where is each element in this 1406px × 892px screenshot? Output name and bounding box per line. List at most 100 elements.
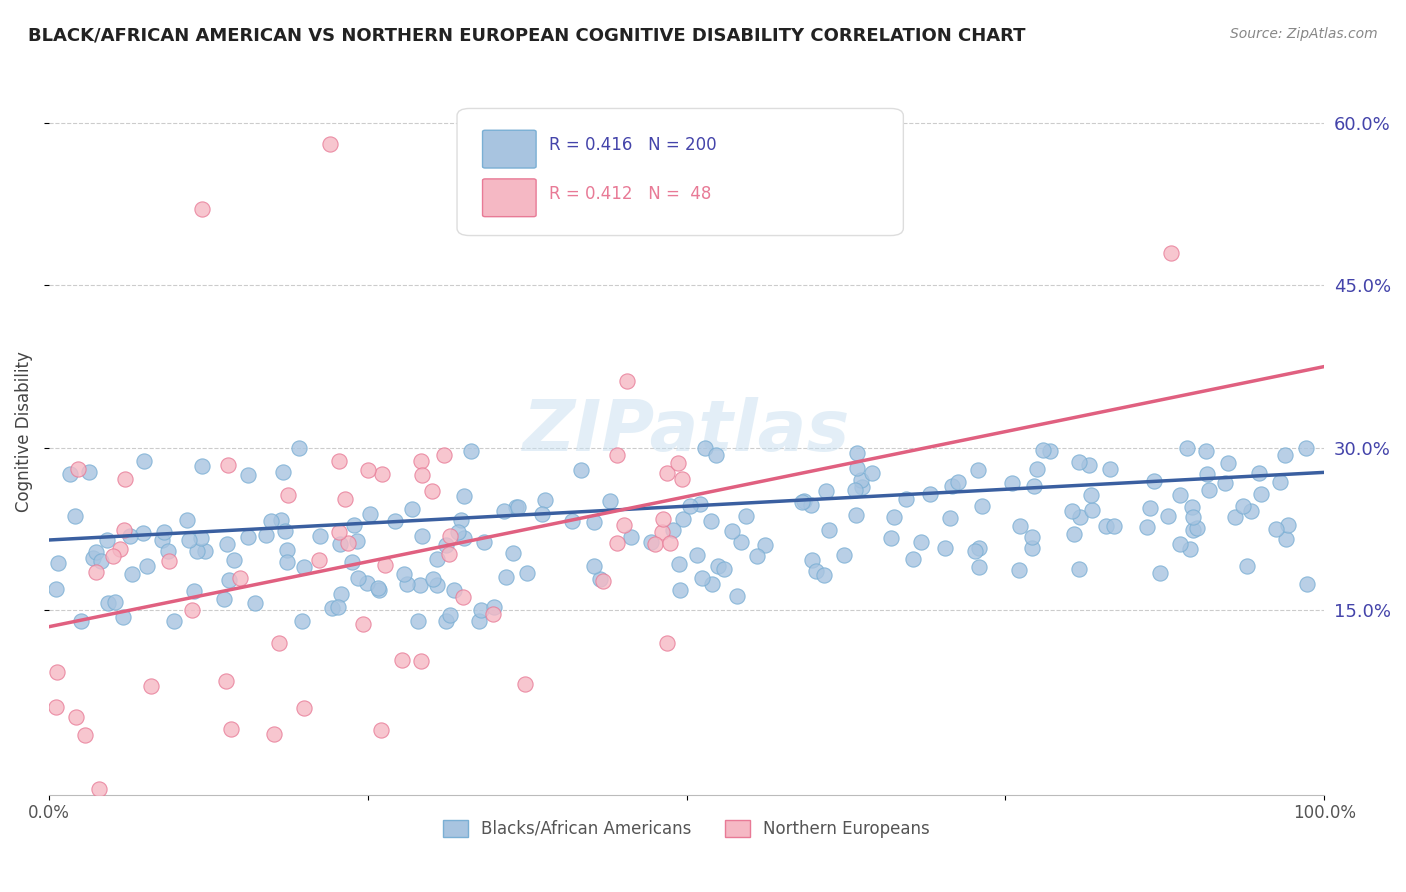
Point [1213, 476, 1236, 491]
Point [1026, 462, 1049, 476]
Point [939, 510, 962, 524]
Point [45, 582, 67, 596]
Point [270, 513, 292, 527]
Point [506, 500, 529, 514]
Point [150, 533, 173, 547]
Point [329, 537, 352, 551]
Point [948, 475, 970, 489]
Point [679, 500, 702, 514]
Point [793, 493, 815, 508]
Point [1081, 503, 1104, 517]
Point [792, 495, 814, 509]
Point [411, 529, 433, 543]
Point [800, 498, 823, 512]
Point [352, 617, 374, 632]
Point [439, 529, 461, 543]
Point [214, 591, 236, 606]
Point [104, 595, 127, 609]
Point [813, 567, 835, 582]
Point [1021, 541, 1043, 555]
Point [114, 472, 136, 486]
Point [1094, 519, 1116, 533]
Point [409, 578, 432, 592]
Text: BLACK/AFRICAN AMERICAN VS NORTHERN EUROPEAN COGNITIVE DISABILITY CORRELATION CHA: BLACK/AFRICAN AMERICAN VS NORTHERN EUROP… [28, 27, 1025, 45]
Point [229, 571, 252, 585]
Point [845, 460, 868, 475]
Point [370, 723, 392, 737]
Point [439, 607, 461, 622]
Point [561, 514, 583, 528]
Point [851, 480, 873, 494]
Point [606, 535, 628, 549]
Point [969, 541, 991, 556]
Point [451, 591, 474, 605]
Point [132, 453, 155, 467]
Text: R = 0.412   N =  48: R = 0.412 N = 48 [548, 186, 711, 203]
Point [426, 551, 449, 566]
Point [901, 552, 924, 566]
FancyBboxPatch shape [482, 130, 536, 168]
Point [1182, 523, 1205, 537]
Point [66, 462, 89, 476]
Point [468, 615, 491, 629]
Point [77, 465, 100, 479]
Point [1223, 509, 1246, 524]
Point [333, 491, 356, 506]
Point [699, 514, 721, 528]
Point [82, 551, 104, 566]
Point [45, 700, 67, 714]
Point [222, 552, 245, 566]
Point [1102, 518, 1125, 533]
Point [941, 478, 963, 492]
Point [934, 541, 956, 556]
Point [356, 576, 378, 591]
Point [121, 566, 143, 581]
Y-axis label: Cognitive Disability: Cognitive Disability [15, 351, 32, 512]
Text: ZIPatlas: ZIPatlas [523, 397, 851, 467]
Point [321, 601, 343, 615]
Point [472, 535, 495, 549]
Point [1021, 530, 1043, 544]
Point [702, 577, 724, 591]
Point [640, 534, 662, 549]
Point [326, 599, 349, 614]
Point [267, 636, 290, 650]
Point [460, 444, 482, 458]
Point [308, 529, 330, 543]
Point [721, 524, 744, 539]
Point [411, 467, 433, 482]
Point [659, 535, 682, 549]
Point [343, 518, 366, 533]
Point [1198, 483, 1220, 497]
Point [704, 448, 727, 462]
Point [495, 569, 517, 583]
Point [276, 555, 298, 569]
Point [254, 528, 277, 542]
Point [616, 374, 638, 388]
Point [1139, 501, 1161, 516]
Point [118, 529, 141, 543]
Point [84, 566, 107, 580]
Point [516, 566, 538, 581]
Point [662, 523, 685, 537]
Point [273, 524, 295, 538]
Point [655, 636, 678, 650]
Point [59, 467, 82, 482]
Point [394, 567, 416, 582]
Point [276, 543, 298, 558]
Point [447, 525, 470, 540]
Point [589, 572, 612, 586]
Point [215, 673, 238, 688]
Point [277, 488, 299, 502]
Point [844, 483, 866, 497]
Point [426, 578, 449, 592]
Point [1060, 503, 1083, 517]
Point [336, 536, 359, 550]
Point [328, 525, 350, 540]
Point [346, 534, 368, 549]
Point [1008, 563, 1031, 577]
Point [1236, 558, 1258, 573]
Point [391, 653, 413, 667]
Point [384, 514, 406, 528]
Point [132, 526, 155, 541]
